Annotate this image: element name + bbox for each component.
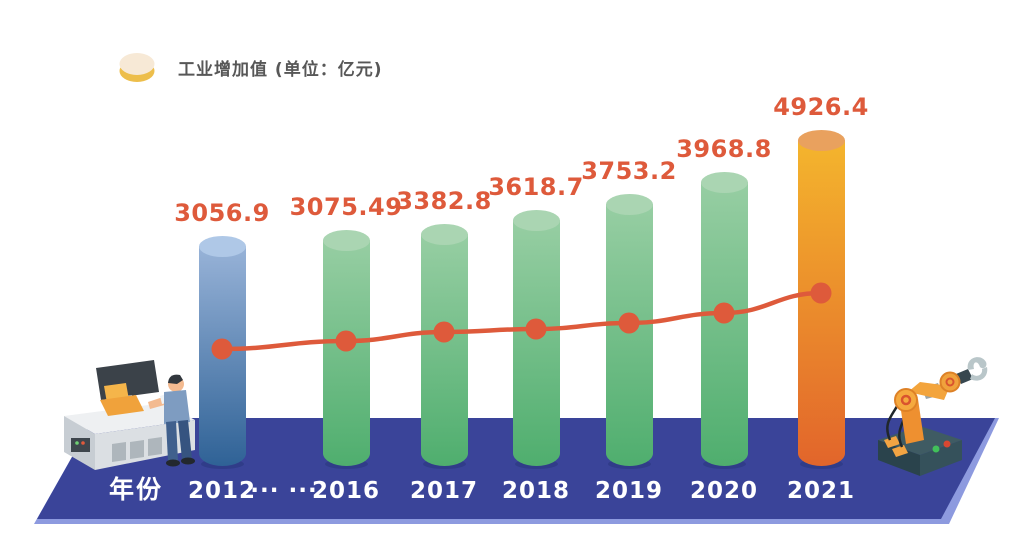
- bar-2018: [512, 210, 560, 469]
- bar-top-ellipse: [700, 172, 748, 193]
- trend-dot-2016: [335, 330, 357, 352]
- x-axis-gap-marker: ··· ···: [250, 478, 318, 504]
- value-label-2020: 3968.8: [676, 135, 772, 163]
- value-label-2012: 3056.9: [174, 199, 270, 227]
- bar-2016: [322, 230, 370, 469]
- trend-dot-2018: [525, 318, 547, 340]
- x-tick-2019: 2019: [594, 478, 663, 504]
- bar-body: [700, 182, 748, 466]
- platform-surface: [37, 418, 995, 519]
- factory-worker-machine-illustration: [64, 360, 195, 470]
- trend-dot-2019: [618, 312, 640, 334]
- bar-top-ellipse: [198, 236, 246, 257]
- trend-line: [221, 290, 822, 352]
- value-label-2017: 3382.8: [396, 187, 492, 215]
- trend-dot-2017: [433, 321, 455, 343]
- value-label-2016: 3075.49: [289, 193, 403, 221]
- trend-dot-2012: [211, 338, 233, 360]
- x-tick-2012: 2012: [187, 478, 256, 504]
- trend-dot-2021: [810, 282, 832, 304]
- coin-cylinder-icon: [119, 53, 155, 82]
- value-label-2019: 3753.2: [581, 157, 677, 185]
- bar-top-ellipse: [420, 224, 468, 245]
- x-tick-2017: 2017: [409, 478, 478, 504]
- x-tick-2016: 2016: [311, 478, 380, 504]
- legend-label: 工业增加值 (单位：亿元): [178, 59, 383, 80]
- bar-body: [605, 204, 653, 466]
- bar-top-ellipse: [797, 130, 845, 151]
- x-tick-2021: 2021: [786, 478, 855, 504]
- trend-dot-2020: [713, 302, 735, 324]
- bar-2020: [700, 172, 748, 469]
- bar-top-ellipse: [322, 230, 370, 251]
- bar-top-ellipse: [605, 194, 653, 215]
- bar-2017: [420, 224, 468, 469]
- value-label-2018: 3618.7: [488, 173, 584, 201]
- x-tick-2018: 2018: [501, 478, 570, 504]
- bar-body: [512, 220, 560, 466]
- x-axis-title: 年份: [108, 475, 163, 504]
- bar-2019: [605, 194, 653, 469]
- bar-body: [322, 240, 370, 466]
- legend: 工业增加值 (单位：亿元): [116, 50, 382, 84]
- robot-arm-illustration: [878, 357, 988, 476]
- bar-top-ellipse: [512, 210, 560, 231]
- x-tick-2020: 2020: [689, 478, 758, 504]
- bar-body: [420, 234, 468, 466]
- value-label-2021: 4926.4: [773, 93, 869, 121]
